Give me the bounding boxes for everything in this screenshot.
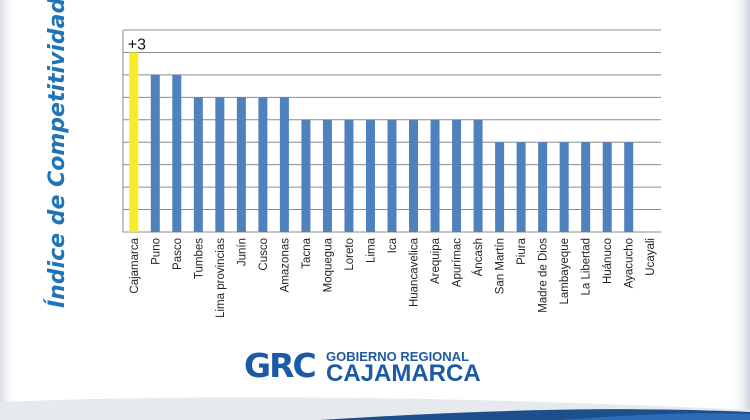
bar (430, 119, 440, 232)
x-tick-label: Cusco (258, 238, 270, 271)
x-tick-label: La Libertad (581, 238, 593, 296)
bar (581, 142, 591, 232)
bar (473, 119, 483, 232)
bar (258, 97, 268, 232)
annotation-label: +3 (128, 36, 146, 53)
bar (602, 142, 612, 232)
bar (387, 119, 397, 232)
x-tick-label: Ica (387, 237, 399, 253)
x-tick-label: Pasco (172, 238, 184, 270)
x-tick-label: Loreto (344, 238, 356, 271)
bar (452, 119, 462, 232)
bar (322, 119, 332, 232)
x-tick-label: San Martín (495, 238, 507, 294)
x-tick-label: Piura (516, 237, 528, 264)
x-tick-label: Ucayali (645, 238, 657, 276)
x-tick-label: Arequipa (430, 237, 442, 284)
x-tick-label: Moquegua (322, 237, 334, 292)
bar (538, 142, 548, 232)
bar (409, 119, 419, 232)
bar (495, 142, 505, 232)
x-tick-label: Lima (365, 237, 377, 263)
bar (279, 97, 289, 232)
bar (150, 74, 160, 232)
bar (624, 142, 634, 232)
bar (301, 119, 311, 232)
x-tick-label: Ayacucho (624, 238, 636, 288)
logo-mark: GRC (244, 346, 317, 385)
x-tick-label: Lambayeque (559, 238, 571, 305)
x-tick-label: Lima provincias (215, 238, 227, 318)
x-tick-label: Tacna (301, 237, 313, 268)
logo-text-line2: CAJAMARCA (326, 360, 481, 387)
gobierno-regional-logo: GRC GOBIERNO REGIONAL CAJAMARCA (244, 344, 484, 390)
x-tick-label: Tumbes (193, 238, 205, 279)
bottom-wave-decoration (0, 397, 750, 420)
bar (193, 97, 203, 232)
bar (236, 97, 246, 232)
bar (559, 142, 569, 232)
logo-text-line1: GOBIERNO REGIONAL (326, 349, 470, 364)
x-tick-label: Amazonas (279, 238, 291, 293)
x-tick-label: Huancavelica (409, 237, 421, 307)
x-tick-label: Madre de Dios (538, 238, 550, 313)
x-tick-label: Apurímac (452, 238, 464, 287)
bar (365, 119, 375, 232)
x-tick-label: Puno (150, 238, 162, 265)
x-tick-label: Cajamarca (129, 237, 141, 293)
bar (215, 97, 225, 232)
bar (516, 142, 526, 232)
bar-highlighted (129, 52, 139, 232)
x-tick-label: Junín (236, 238, 248, 266)
bar (344, 119, 354, 232)
bar (172, 74, 182, 232)
x-tick-label: Huánuco (602, 238, 614, 284)
x-tick-label: Áncash (472, 238, 485, 276)
